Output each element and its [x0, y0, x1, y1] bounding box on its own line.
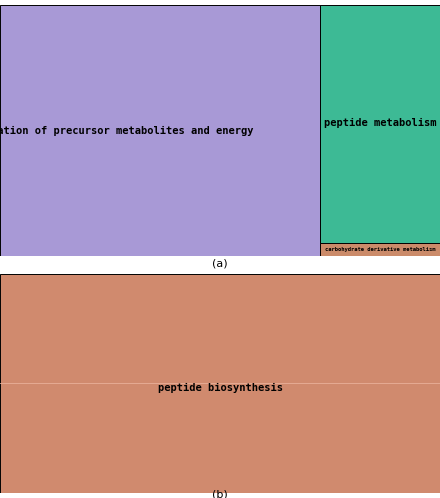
- Text: carbohydrate derivative metabolism: carbohydrate derivative metabolism: [325, 247, 436, 252]
- Bar: [0, 5, 320, 256]
- Bar: [320, 243, 440, 256]
- Text: generation of precursor metabolites and energy: generation of precursor metabolites and …: [0, 125, 254, 136]
- Text: (b): (b): [212, 489, 228, 498]
- Text: (a): (a): [212, 259, 228, 269]
- Text: peptide biosynthesis: peptide biosynthesis: [158, 383, 282, 393]
- Text: peptide metabolism: peptide metabolism: [324, 118, 436, 128]
- Bar: [320, 5, 440, 243]
